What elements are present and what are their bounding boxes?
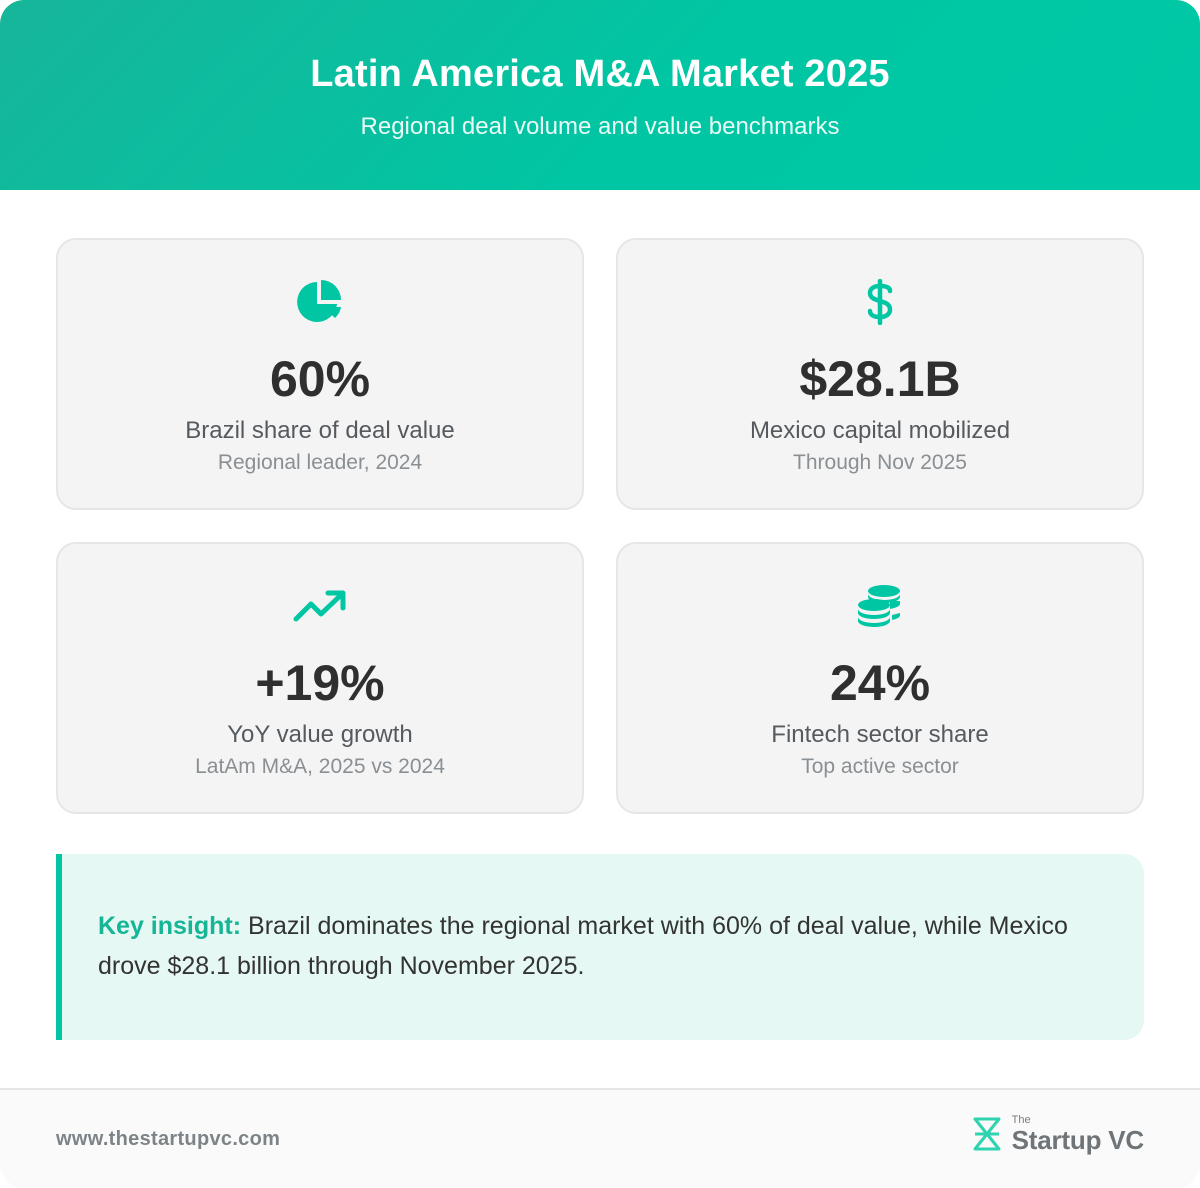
stat-note: Through Nov 2025: [793, 451, 967, 474]
coins-icon: [618, 580, 1142, 632]
stats-grid: 60% Brazil share of deal value Regional …: [56, 238, 1144, 814]
key-insight-box: Key insight: Brazil dominates the region…: [56, 854, 1144, 1040]
website-link[interactable]: www.thestartupvc.com: [56, 1128, 281, 1150]
footer-divider: [0, 1088, 1200, 1090]
dollar-sign-icon: [618, 276, 1142, 328]
insight-text: Brazil dominates the regional market wit…: [98, 912, 1068, 980]
trending-up-icon: [58, 580, 582, 632]
stat-note: LatAm M&A, 2025 vs 2024: [195, 755, 445, 778]
stat-label: Brazil share of deal value: [185, 417, 455, 444]
stat-note: Regional leader, 2024: [217, 451, 423, 474]
page-title: Latin America M&A Market 2025: [310, 53, 890, 95]
stat-label: Fintech sector share: [771, 721, 989, 748]
brand-wordmark: The Startup VC: [1011, 1114, 1145, 1155]
brand-prefix: The: [1011, 1114, 1031, 1126]
stat-value: +19%: [255, 655, 385, 711]
stat-card-brazil-share: 60% Brazil share of deal value Regional …: [56, 238, 584, 510]
stat-label: YoY value growth: [227, 721, 413, 748]
stat-card-mexico-capital: $28.1B Mexico capital mobilized Through …: [616, 238, 1144, 510]
brand-name: Startup VC: [1011, 1125, 1145, 1155]
stat-label: Mexico capital mobilized: [749, 417, 1011, 444]
footer: www.thestartupvc.com The Startup VC: [0, 1090, 1200, 1188]
stat-card-yoy-growth: +19% YoY value growth LatAm M&A, 2025 vs…: [56, 542, 584, 814]
stat-note: Top active sector: [801, 755, 959, 778]
insight-lead: Key insight:: [98, 912, 242, 940]
stat-value: 24%: [829, 655, 931, 711]
brand-logo: The Startup VC: [970, 1114, 1144, 1154]
startupvc-logo-icon: [973, 1117, 1001, 1151]
stat-value: $28.1B: [799, 351, 961, 407]
page-subtitle: Regional deal volume and value benchmark…: [360, 113, 840, 140]
pie-chart-icon: [58, 276, 582, 328]
stat-card-fintech-share: 24% Fintech sector share Top active sect…: [616, 542, 1144, 814]
stat-value: 60%: [269, 351, 371, 407]
header-banner: Latin America M&A Market 2025 Regional d…: [0, 0, 1200, 190]
